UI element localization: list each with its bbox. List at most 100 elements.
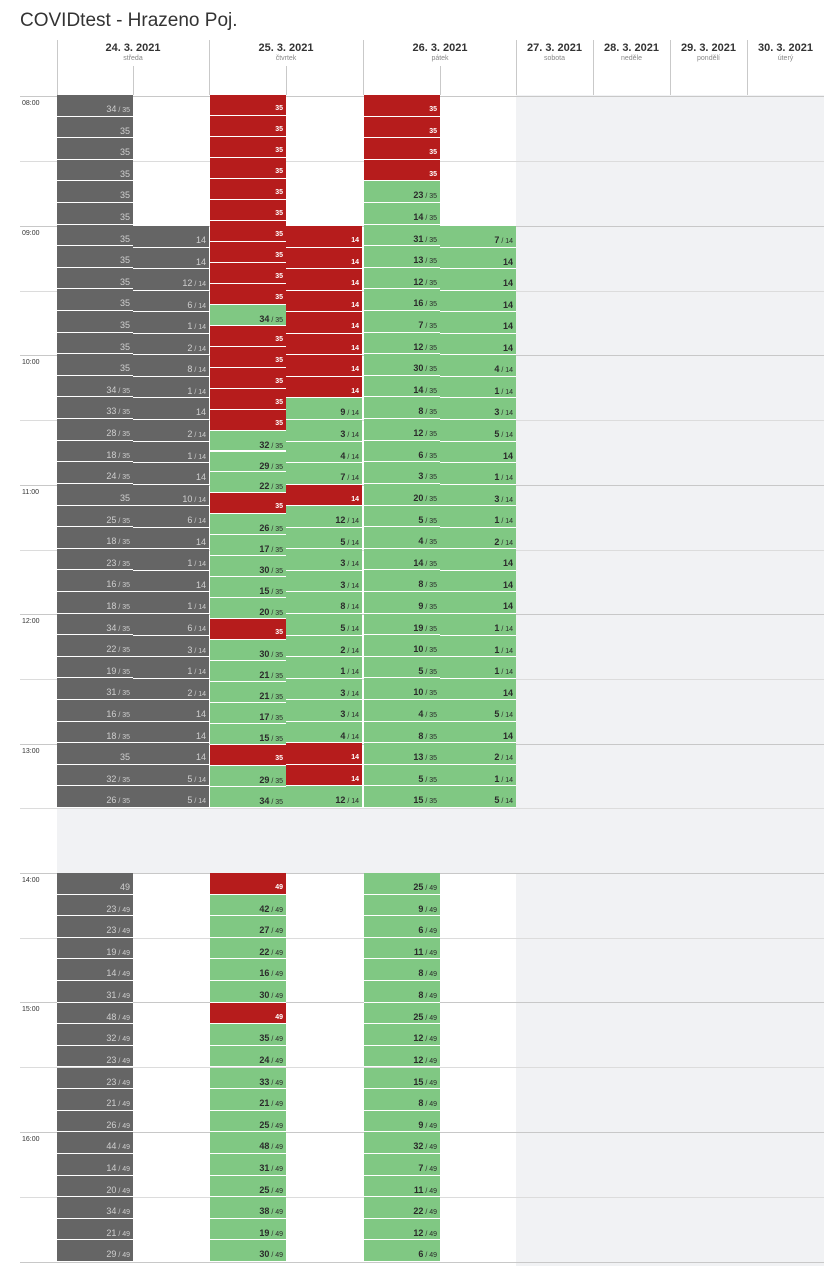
time-slot[interactable]: 35 <box>210 346 286 368</box>
time-slot[interactable]: 31 / 49 <box>57 981 133 1003</box>
day-header[interactable]: 26. 3. 2021 pátek <box>364 42 516 63</box>
time-slot[interactable]: 22 / 49 <box>210 937 286 960</box>
time-slot[interactable]: 4 / 35 <box>364 699 440 722</box>
day-header[interactable]: 24. 3. 2021 středa <box>57 42 209 63</box>
time-slot[interactable]: 6 / 14 <box>133 290 209 313</box>
time-slot[interactable]: 14 <box>133 463 209 485</box>
time-slot[interactable]: 20 / 49 <box>57 1175 133 1198</box>
time-slot[interactable]: 12 / 35 <box>364 332 440 355</box>
day-header[interactable]: 25. 3. 2021 čtvrtek <box>210 42 362 63</box>
time-slot[interactable]: 23 / 49 <box>57 1067 133 1090</box>
time-slot[interactable]: 18 / 35 <box>57 721 133 744</box>
time-slot[interactable]: 3 / 35 <box>364 462 440 484</box>
time-slot[interactable]: 1 / 14 <box>133 376 209 399</box>
time-slot[interactable]: 35 <box>57 332 133 355</box>
time-slot[interactable]: 30 / 35 <box>210 640 286 662</box>
time-slot[interactable]: 1 / 14 <box>440 657 516 679</box>
time-slot[interactable]: 35 <box>57 224 133 247</box>
time-slot[interactable]: 21 / 35 <box>210 661 286 683</box>
time-slot[interactable]: 49 <box>210 873 286 895</box>
time-slot[interactable]: 12 / 35 <box>364 419 440 441</box>
time-slot[interactable]: 11 / 49 <box>364 937 440 960</box>
time-slot[interactable]: 14 <box>286 226 362 248</box>
time-slot[interactable]: 35 <box>57 203 133 225</box>
time-slot[interactable]: 9 / 35 <box>364 591 440 614</box>
time-slot[interactable]: 35 <box>210 157 286 179</box>
time-slot[interactable]: 19 / 49 <box>210 1218 286 1241</box>
time-slot[interactable]: 7 / 35 <box>364 311 440 333</box>
time-slot[interactable]: 6 / 49 <box>364 916 440 938</box>
time-slot[interactable]: 19 / 49 <box>57 937 133 960</box>
time-slot[interactable]: 34 / 35 <box>57 613 133 636</box>
time-slot[interactable]: 26 / 35 <box>210 514 286 536</box>
time-slot[interactable]: 14 <box>133 721 209 744</box>
time-slot[interactable]: 14 <box>286 376 362 399</box>
time-slot[interactable]: 35 <box>57 138 133 160</box>
time-slot[interactable]: 5 / 14 <box>286 614 362 636</box>
time-slot[interactable]: 35 <box>210 493 286 515</box>
time-slot[interactable]: 4 / 14 <box>440 355 516 377</box>
time-slot[interactable]: 1 / 14 <box>440 376 516 399</box>
time-slot[interactable]: 5 / 14 <box>440 420 516 442</box>
day-header[interactable]: 30. 3. 2021 úterý <box>747 42 824 63</box>
time-slot[interactable]: 3 / 14 <box>133 635 209 658</box>
time-slot[interactable]: 14 / 49 <box>57 959 133 982</box>
time-slot[interactable]: 9 / 49 <box>364 1110 440 1133</box>
time-slot[interactable]: 16 / 35 <box>57 570 133 592</box>
time-slot[interactable]: 3 / 14 <box>440 398 516 420</box>
time-slot[interactable]: 5 / 35 <box>364 764 440 787</box>
time-slot[interactable]: 7 / 14 <box>440 226 516 248</box>
time-slot[interactable]: 10 / 35 <box>364 635 440 657</box>
time-slot[interactable]: 5 / 14 <box>133 764 209 787</box>
day-header[interactable]: 29. 3. 2021 pondělí <box>670 42 747 63</box>
time-slot[interactable]: 14 <box>286 333 362 356</box>
time-slot[interactable]: 35 / 49 <box>210 1024 286 1046</box>
time-slot[interactable]: 14 <box>286 247 362 270</box>
time-slot[interactable]: 3 / 14 <box>286 678 362 701</box>
time-slot[interactable]: 3 / 14 <box>286 420 362 442</box>
time-slot[interactable]: 15 / 35 <box>210 577 286 599</box>
time-slot[interactable]: 31 / 35 <box>57 678 133 700</box>
time-slot[interactable]: 49 <box>210 1002 286 1025</box>
time-slot[interactable]: 34 / 35 <box>57 95 133 117</box>
time-slot[interactable]: 30 / 49 <box>210 1240 286 1262</box>
time-slot[interactable]: 12 / 14 <box>286 786 362 808</box>
time-slot[interactable]: 7 / 14 <box>286 463 362 485</box>
time-slot[interactable]: 35 <box>210 409 286 431</box>
time-slot[interactable]: 35 <box>364 116 440 139</box>
time-slot[interactable]: 14 <box>133 247 209 270</box>
time-slot[interactable]: 14 <box>286 269 362 291</box>
time-slot[interactable]: 1 / 14 <box>133 592 209 614</box>
day-header[interactable]: 28. 3. 2021 neděle <box>593 42 670 63</box>
time-slot[interactable]: 35 <box>210 241 286 263</box>
time-slot[interactable]: 14 <box>286 290 362 313</box>
time-slot[interactable]: 14 <box>440 333 516 356</box>
time-slot[interactable]: 30 / 35 <box>210 556 286 578</box>
time-slot[interactable]: 14 / 35 <box>364 548 440 571</box>
time-slot[interactable]: 6 / 35 <box>364 440 440 463</box>
time-slot[interactable]: 35 <box>364 138 440 160</box>
time-slot[interactable]: 2 / 14 <box>133 678 209 701</box>
time-slot[interactable]: 21 / 49 <box>57 1089 133 1111</box>
time-slot[interactable]: 9 / 14 <box>286 398 362 420</box>
time-slot[interactable]: 49 <box>57 873 133 895</box>
time-slot[interactable]: 14 <box>440 247 516 270</box>
time-slot[interactable]: 25 / 49 <box>364 873 440 895</box>
time-slot[interactable]: 5 / 35 <box>364 656 440 679</box>
time-slot[interactable]: 14 <box>440 441 516 464</box>
time-slot[interactable]: 5 / 14 <box>286 527 362 550</box>
time-slot[interactable]: 18 / 35 <box>57 440 133 463</box>
time-slot[interactable]: 24 / 49 <box>210 1045 286 1068</box>
time-slot[interactable]: 5 / 14 <box>440 786 516 808</box>
time-slot[interactable]: 14 <box>440 269 516 291</box>
time-slot[interactable]: 34 / 35 <box>57 375 133 398</box>
time-slot[interactable]: 26 / 49 <box>57 1110 133 1133</box>
time-slot[interactable]: 32 / 49 <box>364 1132 440 1154</box>
time-slot[interactable]: 14 <box>440 721 516 744</box>
time-slot[interactable]: 30 / 35 <box>364 354 440 376</box>
time-slot[interactable]: 25 / 35 <box>57 505 133 528</box>
time-slot[interactable]: 34 / 35 <box>210 787 286 808</box>
time-slot[interactable]: 42 / 49 <box>210 894 286 917</box>
time-slot[interactable]: 8 / 35 <box>364 397 440 420</box>
time-slot[interactable]: 35 <box>210 178 286 200</box>
